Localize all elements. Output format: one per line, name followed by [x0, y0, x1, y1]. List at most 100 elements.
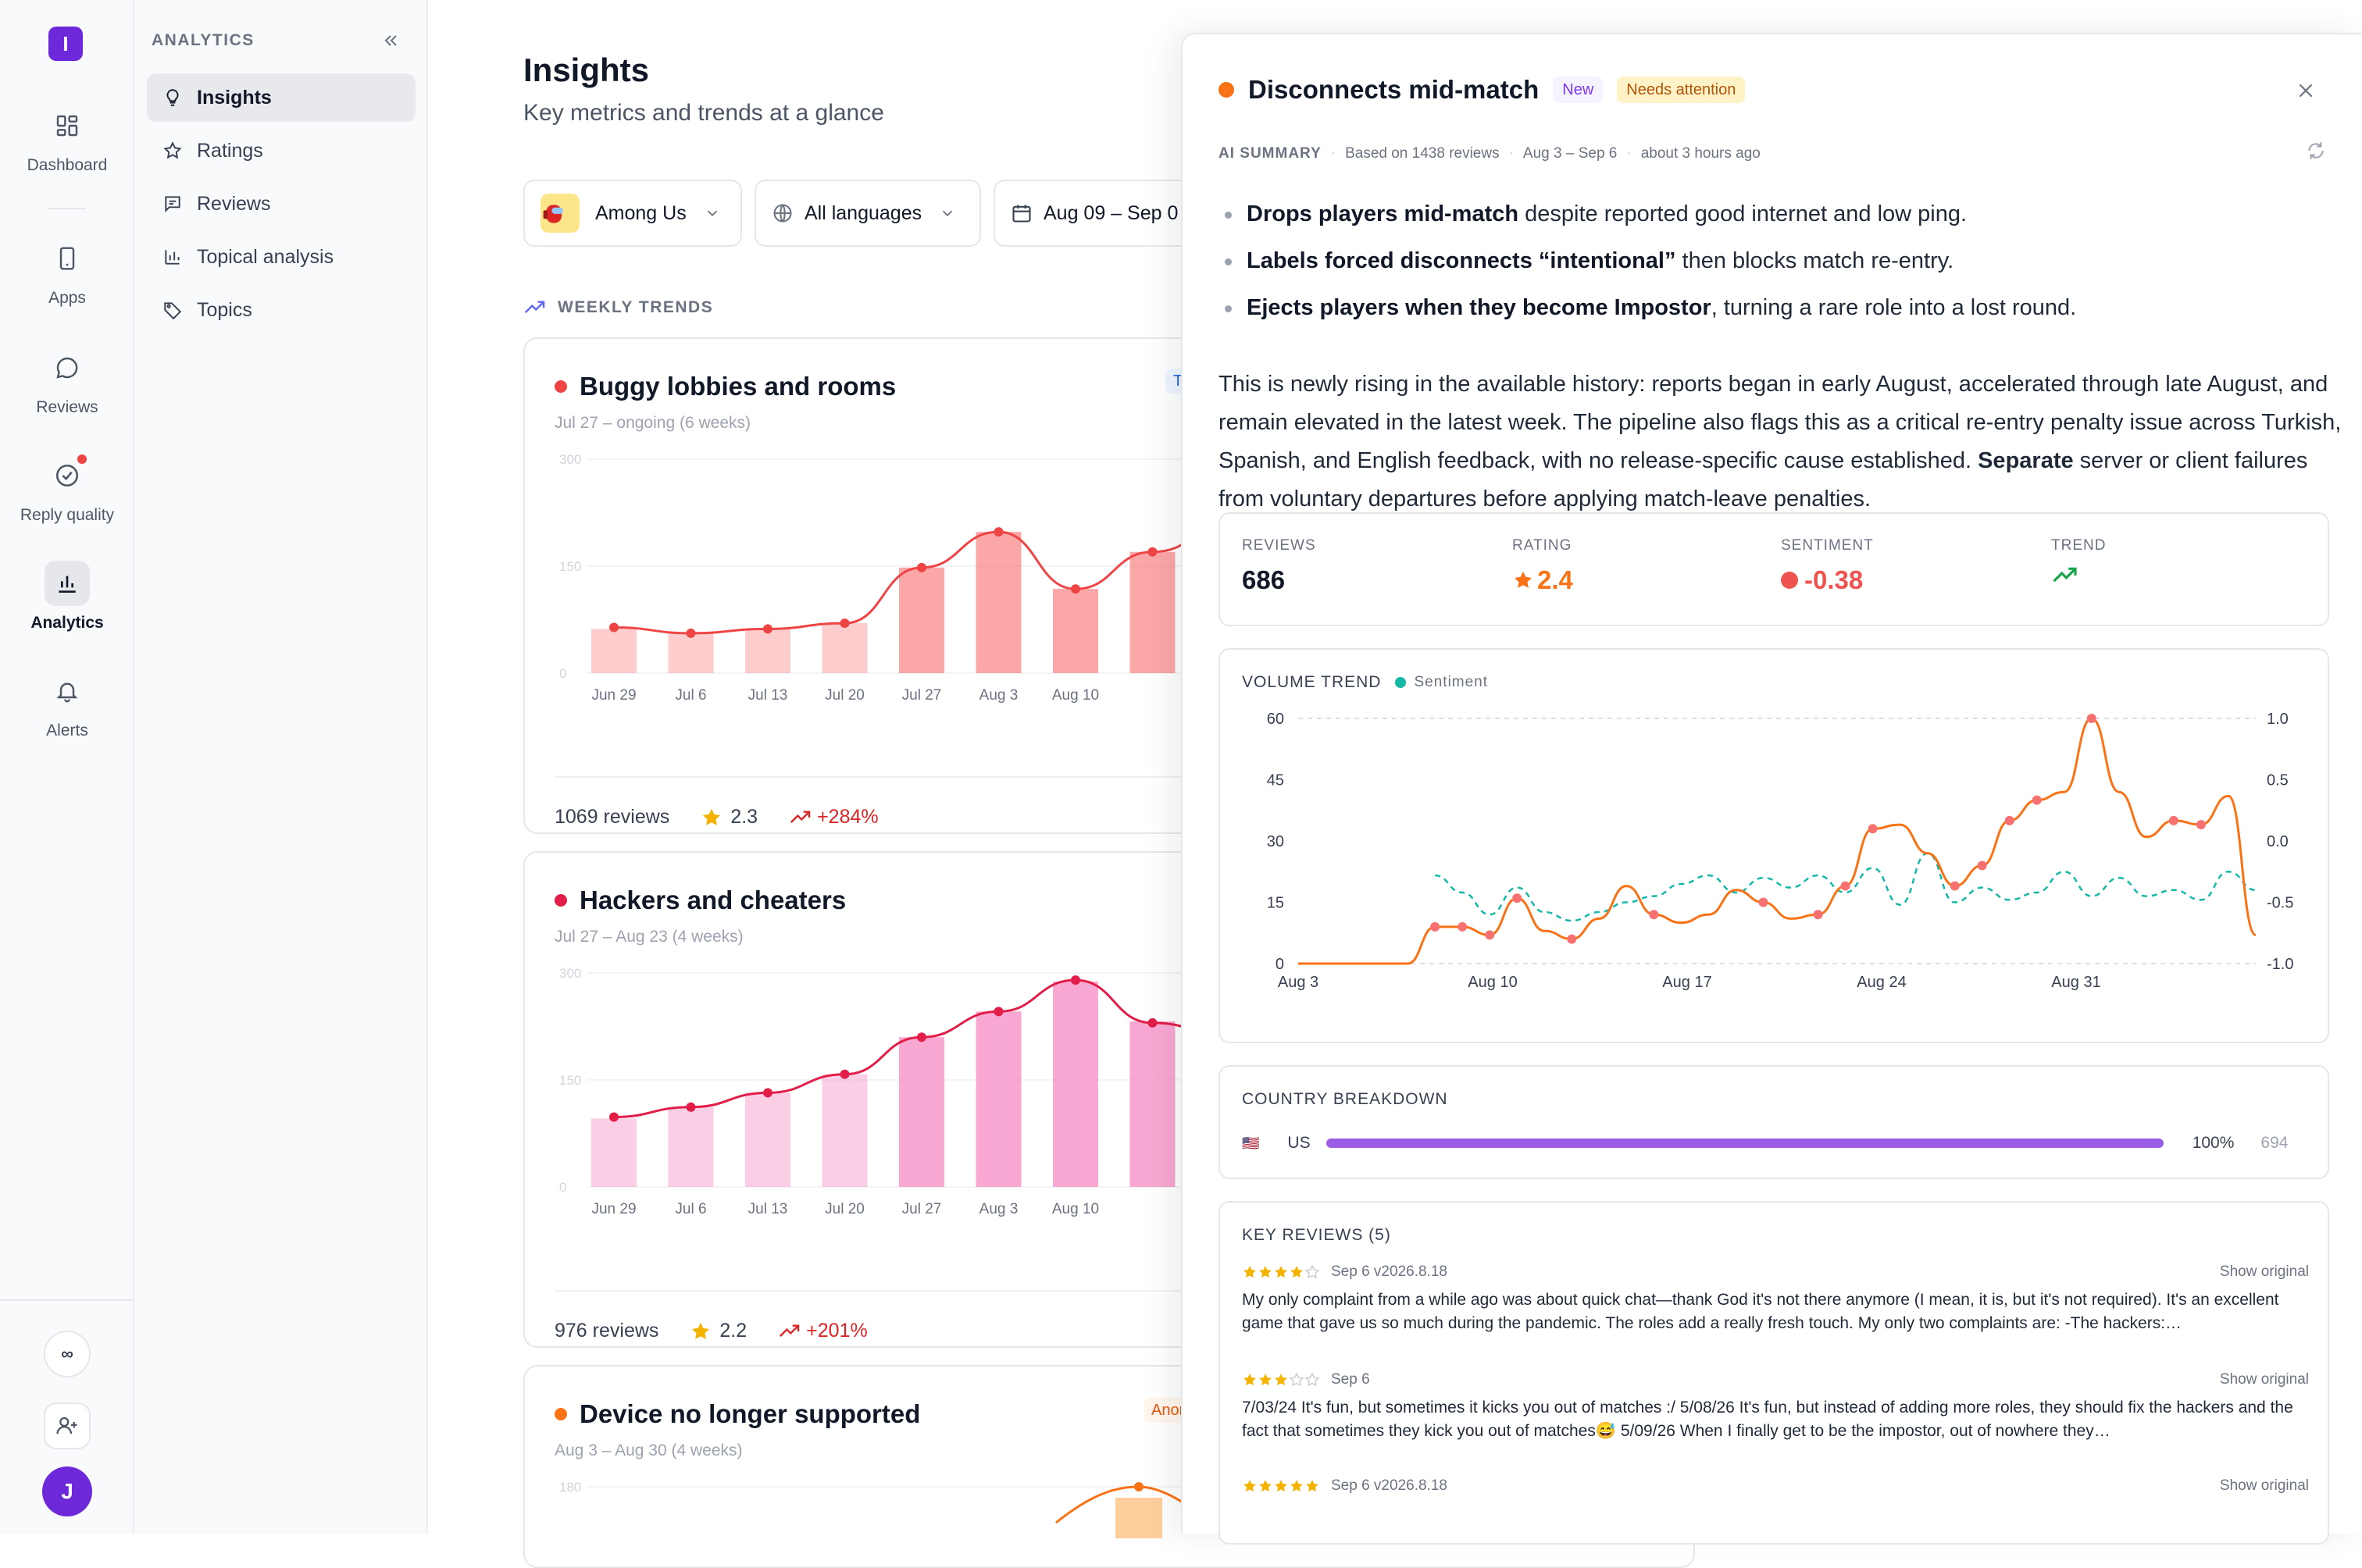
rail-item-reply-quality[interactable]: Reply quality [0, 453, 134, 525]
data-point [2196, 820, 2206, 830]
card-title: Buggy lobbies and rooms [555, 372, 896, 401]
card-footer: 976 reviews 2.2 +201% [555, 1290, 1693, 1342]
paragraph-text: This is newly rising in the available hi… [1218, 372, 2342, 473]
language-filter-label: All languages [805, 201, 922, 224]
rail-item-apps[interactable]: Apps [0, 236, 134, 308]
data-point [1813, 910, 1823, 920]
flag-icon: 🇺🇸 [1242, 1135, 1260, 1151]
icon-rail: I Dashboard Apps Reviews Reply quality A… [0, 0, 134, 1534]
show-original-link[interactable]: Show original [2219, 1371, 2309, 1388]
data-point [686, 628, 696, 638]
review-meta: Sep 6 v2026.8.18 [1331, 1263, 1447, 1280]
language-filter-dropdown[interactable]: All languages [755, 180, 981, 247]
star-shape [1306, 1480, 1318, 1492]
kpi-box: REVIEWS 686 RATING 2.4 SENTIMENT -0.38 T… [1218, 512, 2329, 626]
x-tick-label: Aug 10 [1052, 1201, 1099, 1217]
x-tick-label: Aug 3 [979, 1201, 1019, 1217]
star-icon [1259, 1374, 1272, 1386]
summary-bullet: Drops players mid-match despite reported… [1218, 191, 2328, 237]
review-count: 976 reviews [555, 1320, 659, 1342]
show-original-link[interactable]: Show original [2219, 1263, 2309, 1280]
app-icon [541, 194, 580, 233]
data-point [2032, 795, 2042, 805]
kpi-value: 2.4 [1512, 565, 1573, 595]
rail-item-alerts[interactable]: Alerts [0, 668, 134, 740]
sidebar-item-topical-analysis[interactable]: Topical analysis [147, 233, 416, 281]
star-shape [1275, 1266, 1287, 1278]
data-point [840, 618, 850, 629]
bullet-bold: Drops players mid-match [1247, 201, 1519, 226]
bar [745, 629, 790, 673]
close-button[interactable] [2290, 75, 2321, 106]
phone-icon [45, 236, 90, 281]
sentiment-dot [1781, 572, 1798, 589]
rail-item-analytics[interactable]: Analytics [0, 561, 134, 633]
bar [899, 1037, 944, 1187]
data-point [840, 1069, 850, 1079]
star-shape [1290, 1480, 1303, 1492]
data-point [1977, 861, 1987, 871]
bar-chart-icon [45, 561, 90, 606]
rail-item-dashboard[interactable]: Dashboard [0, 103, 134, 175]
refresh-button[interactable] [2306, 141, 2326, 161]
add-user-button[interactable] [44, 1402, 91, 1449]
x-tick-label: Jun 29 [591, 1201, 636, 1217]
card-date-range: Aug 3 – Aug 30 (4 weeks) [555, 1441, 743, 1459]
bar [1053, 589, 1098, 673]
rating-stat: 2.2 [690, 1320, 747, 1342]
star-icon [1290, 1266, 1303, 1278]
summary-bullets: Drops players mid-match despite reported… [1218, 191, 2328, 331]
user-plus-icon [56, 1417, 77, 1434]
ai-summary-label: AI SUMMARY [1218, 145, 1322, 162]
data-point [1868, 824, 1878, 834]
review-meta: Sep 6 [1331, 1371, 1370, 1388]
paragraph-bold: Separate [1978, 448, 2074, 473]
close-icon [2299, 84, 2313, 98]
star-rating [1242, 1264, 1320, 1280]
series-line [613, 525, 1230, 635]
page-subtitle: Key metrics and trends at a glance [523, 100, 884, 126]
kpi-label: RATING [1512, 537, 1572, 554]
kpi-label: REVIEWS [1242, 537, 1316, 554]
star-icon [692, 1322, 710, 1339]
collapse-sidebar-button[interactable] [378, 28, 403, 53]
star-icon [1259, 1266, 1272, 1278]
app-filter-dropdown[interactable]: Among Us [523, 180, 742, 247]
y-tick-label: 15 [1267, 895, 1284, 912]
lightbulb-icon [166, 89, 179, 106]
star-rating [1242, 1372, 1320, 1388]
x-tick-label: Jul 27 [902, 1201, 942, 1217]
x-tick-label: Aug 10 [1468, 974, 1517, 991]
show-original-link[interactable]: Show original [2219, 1477, 2309, 1494]
rail-item-label: Reply quality [20, 506, 115, 524]
card-date-range: Jul 27 – Aug 23 (4 weeks) [555, 928, 744, 946]
data-point [609, 1112, 619, 1122]
star-icon [163, 141, 182, 159]
rail-item-reviews[interactable]: Reviews [0, 345, 134, 417]
review-text: My only complaint from a while ago was a… [1242, 1291, 2279, 1332]
x-tick-label: Aug 31 [2051, 974, 2100, 991]
data-point [1147, 547, 1158, 557]
star-icon [1306, 1480, 1318, 1492]
infinity-button[interactable]: ∞ [44, 1331, 91, 1377]
star-icon [1243, 1266, 1256, 1278]
sidebar-item-ratings[interactable]: Ratings [147, 127, 416, 175]
sidebar-item-topics[interactable]: Topics [147, 286, 416, 334]
star-shape [1259, 1480, 1272, 1492]
sidebar-item-reviews[interactable]: Reviews [147, 180, 416, 228]
check-badge-icon [45, 453, 90, 498]
rail-item-label: Reviews [36, 398, 98, 416]
app-logo[interactable]: I [48, 27, 83, 61]
sidebar-item-insights[interactable]: Insights [147, 73, 416, 122]
x-tick-label: Jul 20 [825, 687, 865, 704]
panel-title: Disconnects mid-match New Needs attentio… [1218, 75, 1746, 105]
divider [48, 208, 86, 209]
kpi-sentiment: SENTIMENT -0.38 [1781, 537, 1874, 595]
data-point [1485, 930, 1495, 940]
data-point [1840, 881, 1850, 891]
avatar[interactable]: J [42, 1466, 92, 1516]
card-title-text: Hackers and cheaters [580, 886, 847, 914]
kpi-value: -0.38 [1781, 565, 1874, 595]
updated-time: about 3 hours ago [1640, 145, 1761, 162]
y-tick-label: 150 [559, 559, 581, 574]
